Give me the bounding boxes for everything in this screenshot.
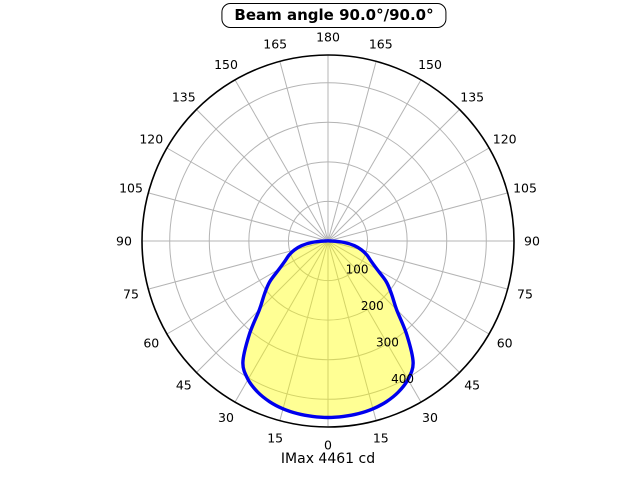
angle-tick-label: 90: [524, 234, 540, 249]
angle-tick-label: 150: [418, 57, 442, 72]
grid-spoke: [234, 240, 329, 403]
angle-tick-label: 165: [369, 37, 393, 52]
grid-spoke: [196, 240, 329, 373]
grid-spoke: [327, 147, 490, 242]
grid-spoke: [327, 61, 377, 242]
angle-tick-label: 165: [263, 37, 287, 52]
angle-tick-label: 30: [422, 410, 438, 425]
angle-tick-label: 120: [139, 132, 163, 147]
grid-spoke: [234, 79, 329, 242]
angle-tick-label: 45: [176, 378, 192, 393]
radial-tick-label: 100: [346, 263, 369, 277]
grid-spoke: [327, 240, 377, 421]
radial-tick-label: 300: [376, 336, 399, 350]
grid-spoke: [148, 192, 329, 242]
grid-spoke: [327, 240, 422, 403]
angle-tick-label: 135: [460, 89, 484, 104]
radial-tick-label: 400: [391, 372, 414, 386]
outer-circle: [141, 54, 515, 428]
chart-title: Beam angle 90.0°/90.0°: [234, 6, 434, 24]
grid-ring: [169, 82, 487, 400]
grid-spoke: [279, 61, 329, 242]
grid-ring: [208, 121, 448, 361]
angle-tick-label: 105: [513, 181, 537, 196]
grid-spoke: [327, 109, 460, 242]
angle-tick-label: 105: [119, 181, 143, 196]
angle-tick-label: 45: [464, 378, 480, 393]
angle-tick-label: 75: [123, 286, 139, 301]
grid-spoke: [327, 240, 490, 335]
angle-tick-label: 15: [373, 431, 389, 446]
radial-tick-label: 200: [361, 299, 384, 313]
grid-spoke: [327, 79, 422, 242]
angle-tick-label: 135: [172, 89, 196, 104]
grid-spoke: [327, 192, 508, 242]
angle-tick-label: 150: [214, 57, 238, 72]
grid-spoke: [166, 147, 329, 242]
angle-tick-label: 60: [143, 336, 159, 351]
angle-tick-label: 15: [267, 431, 283, 446]
angle-tick-label: 180: [316, 30, 340, 45]
chart-title-box: Beam angle 90.0°/90.0°: [221, 3, 447, 28]
angle-tick-label: 0: [324, 438, 332, 453]
angle-tick-label: 30: [218, 410, 234, 425]
grid-spoke: [279, 240, 329, 421]
imax-label: IMax 4461 cd: [280, 451, 376, 467]
angle-tick-label: 90: [116, 234, 132, 249]
grid-ring: [287, 200, 369, 282]
grid-spoke: [327, 240, 460, 373]
angle-tick-label: 120: [493, 132, 517, 147]
grid-ring: [248, 161, 408, 321]
grid-spoke: [166, 240, 329, 335]
angle-tick-label: 75: [517, 286, 533, 301]
grid-spoke: [196, 109, 329, 242]
beam-intensity-curve: [241, 239, 415, 420]
angle-tick-label: 60: [497, 336, 513, 351]
